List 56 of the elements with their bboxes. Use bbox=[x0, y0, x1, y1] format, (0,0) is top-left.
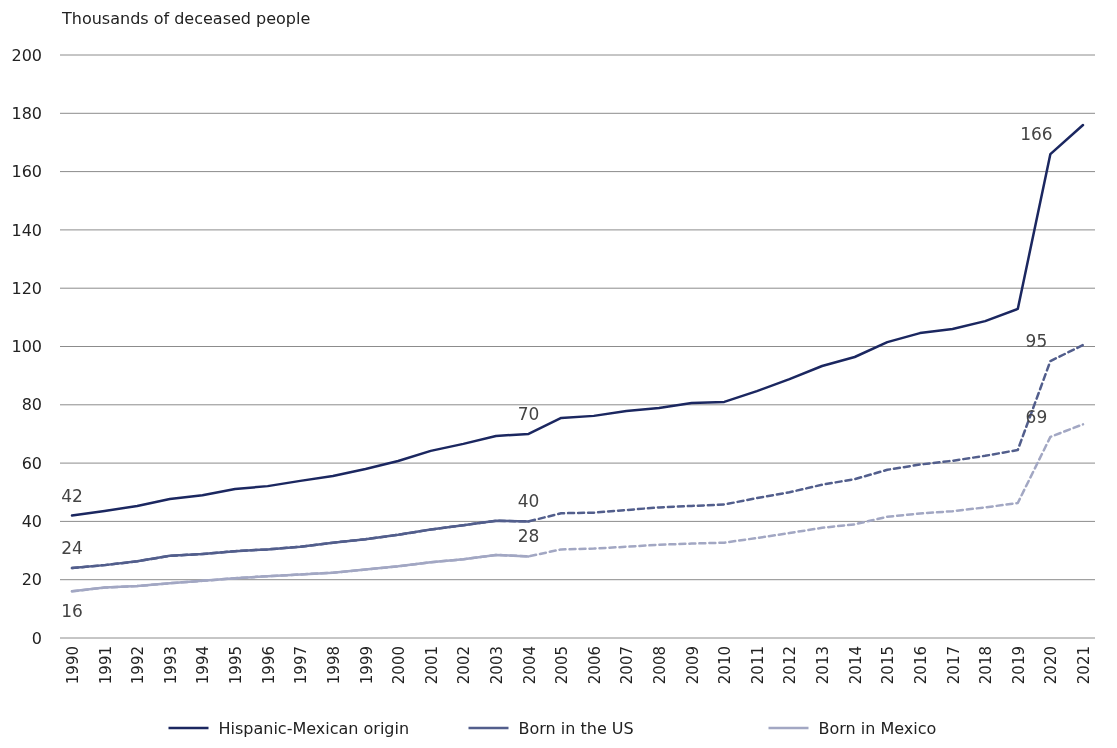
x-tick-label: 1991 bbox=[96, 646, 115, 685]
x-tick-label: 2016 bbox=[911, 646, 930, 685]
x-tick-label: 2008 bbox=[651, 646, 670, 685]
y-tick-label: 20 bbox=[21, 570, 42, 590]
data-label: 28 bbox=[517, 526, 540, 547]
x-tick-label: 2002 bbox=[455, 646, 474, 685]
x-tick-label: 2007 bbox=[618, 646, 637, 685]
legend-label: Born in Mexico bbox=[818, 718, 937, 738]
y-tick-label: 80 bbox=[21, 395, 42, 415]
x-tick-label: 1993 bbox=[161, 646, 180, 685]
data-label: 166 bbox=[1020, 124, 1053, 145]
x-tick-label: 1996 bbox=[259, 646, 278, 685]
x-tick-label: 2003 bbox=[487, 646, 506, 685]
x-tick-label: 1999 bbox=[357, 646, 376, 685]
legend-label: Born in the US bbox=[518, 718, 634, 738]
data-label: 42 bbox=[61, 485, 83, 506]
x-tick-label: 2006 bbox=[585, 646, 604, 685]
data-label: 16 bbox=[61, 601, 83, 622]
x-tick-label: 1994 bbox=[194, 646, 213, 685]
data-label: 24 bbox=[61, 538, 83, 559]
x-tick-label: 2009 bbox=[683, 646, 702, 685]
y-tick-label: 200 bbox=[11, 45, 42, 65]
x-tick-label: 2015 bbox=[879, 646, 898, 685]
x-tick-label: 2005 bbox=[553, 646, 572, 685]
data-label: 69 bbox=[1025, 406, 1048, 427]
data-label: 70 bbox=[517, 403, 540, 424]
y-tick-label: 60 bbox=[21, 453, 42, 473]
y-tick-label: 100 bbox=[11, 337, 42, 357]
x-tick-label: 1997 bbox=[292, 646, 311, 685]
x-tick-label: 2019 bbox=[1009, 646, 1028, 685]
x-tick-label: 2000 bbox=[390, 646, 409, 685]
y-tick-label: 180 bbox=[11, 103, 42, 123]
y-tick-label: 160 bbox=[11, 162, 42, 182]
y-tick-label: 120 bbox=[11, 278, 42, 298]
x-tick-label: 2004 bbox=[520, 646, 539, 685]
x-tick-label: 1990 bbox=[64, 646, 82, 685]
x-tick-label: 1998 bbox=[324, 646, 343, 685]
y-axis-title: Thousands of deceased people bbox=[61, 9, 311, 28]
data-label: 95 bbox=[1025, 331, 1048, 352]
x-tick-label: 2020 bbox=[1042, 646, 1061, 685]
x-tick-label: 2014 bbox=[846, 646, 865, 685]
x-tick-label: 2012 bbox=[781, 646, 800, 685]
y-tick-label: 0 bbox=[31, 628, 42, 648]
data-label: 40 bbox=[517, 491, 540, 512]
legend-label: Hispanic-Mexican origin bbox=[218, 718, 410, 738]
y-tick-label: 40 bbox=[21, 512, 42, 531]
x-tick-label: 2001 bbox=[422, 646, 441, 685]
x-tick-label: 2011 bbox=[748, 646, 767, 685]
x-tick-label: 1992 bbox=[129, 646, 148, 685]
x-tick-label: 2017 bbox=[944, 646, 963, 685]
x-tick-label: 2013 bbox=[814, 646, 833, 685]
y-tick-label: 140 bbox=[11, 220, 42, 240]
x-tick-label: 2018 bbox=[977, 646, 996, 685]
x-tick-label: 2010 bbox=[716, 646, 735, 685]
x-tick-label: 2021 bbox=[1075, 646, 1093, 685]
x-tick-label: 1995 bbox=[227, 646, 246, 685]
